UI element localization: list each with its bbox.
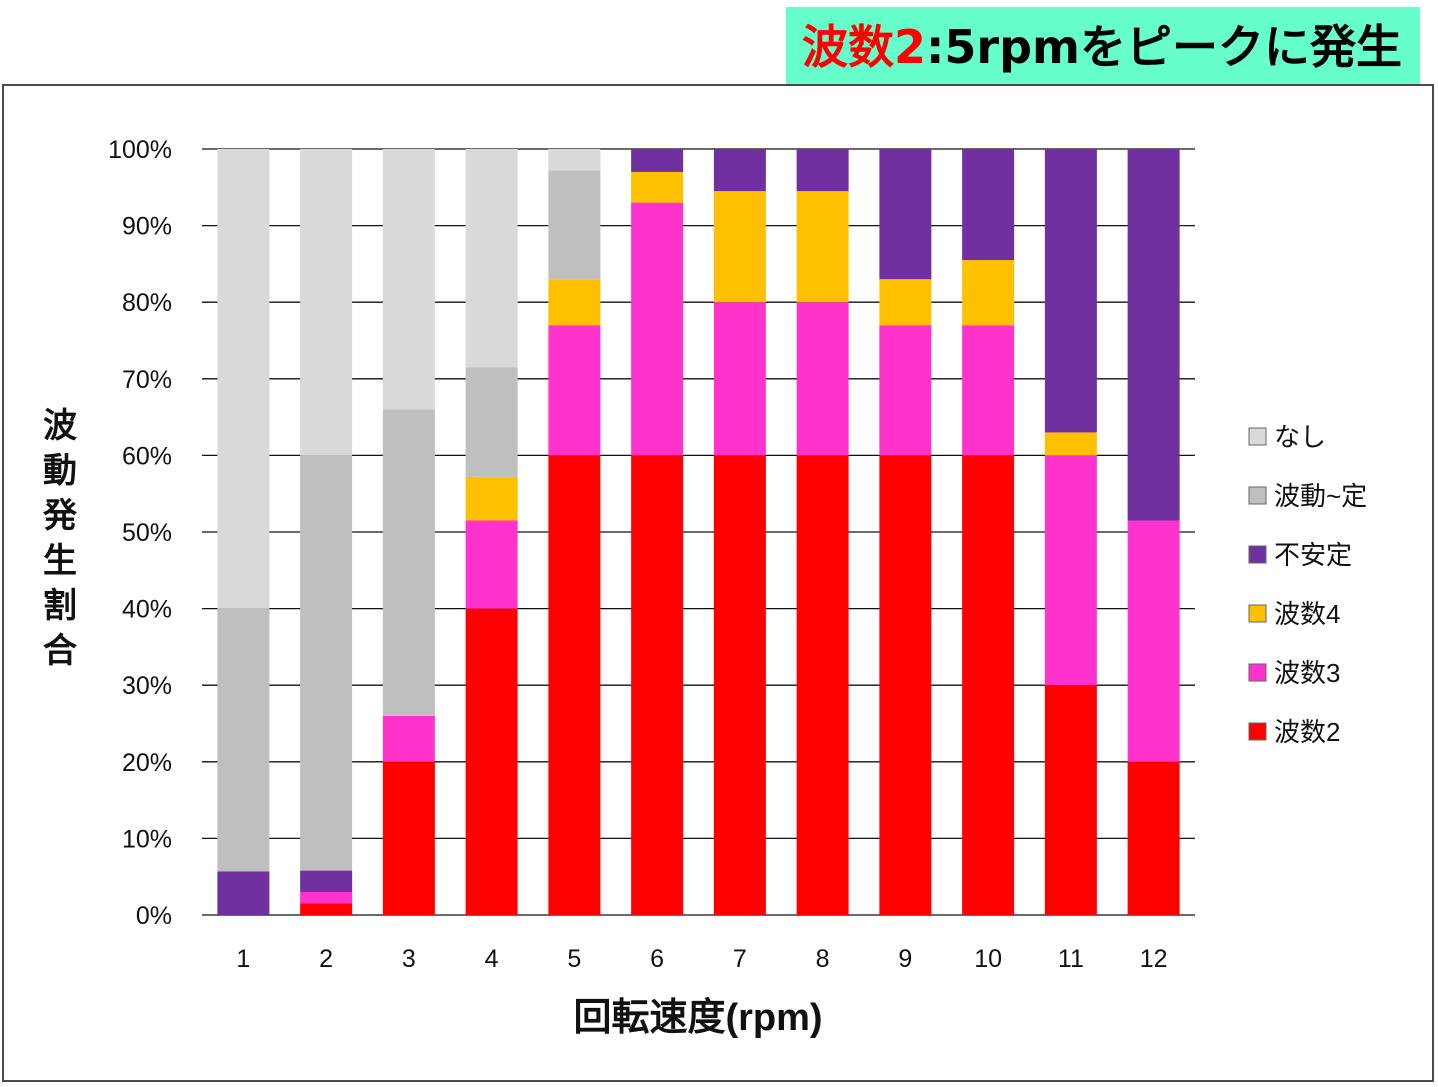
bar-segment---3	[382, 149, 435, 410]
banner-text: :5rpmをピークに発生	[926, 20, 1402, 74]
bar-segment---9	[879, 149, 932, 280]
x-tick-label: 3	[402, 945, 416, 973]
bar-segment---5	[548, 170, 601, 280]
bar-segment--4-7	[713, 191, 766, 303]
bar-segment--4-8	[796, 191, 849, 303]
y-tick-label: 40%	[122, 596, 172, 624]
bar-segment--3-5	[548, 325, 601, 456]
bar-segment---5	[548, 149, 601, 171]
legend-label: 波数3	[1274, 658, 1340, 688]
bar-segment---12	[1127, 149, 1180, 521]
bar-segment--2-10	[962, 455, 1015, 915]
bar-segment--3-2	[300, 892, 353, 904]
title-banner: 波数2:5rpmをピークに発生	[786, 7, 1420, 87]
x-tick-label: 8	[816, 945, 830, 973]
bar-segment---1	[217, 871, 270, 915]
y-axis-title-char: 動	[43, 452, 77, 490]
x-tick-label: 10	[974, 945, 1002, 973]
y-tick-label: 10%	[122, 825, 172, 853]
y-axis-title-char: 波	[43, 407, 77, 445]
bar-segment--2-3	[382, 761, 435, 915]
bar-segment--2-6	[631, 455, 684, 915]
legend-swatch--2	[1248, 722, 1267, 741]
y-axis-title-char: 合	[43, 632, 77, 670]
bar-segment--4-9	[879, 279, 932, 326]
bar-segment---2	[300, 455, 353, 871]
legend-swatch--3	[1248, 663, 1267, 682]
y-tick-label: 60%	[122, 442, 172, 470]
y-tick-label: 90%	[122, 213, 172, 241]
legend-label: 波数2	[1274, 717, 1340, 747]
bar-segment--2-9	[879, 455, 932, 915]
legend-swatch--	[1248, 545, 1267, 564]
bar-segment--3-11	[1044, 455, 1097, 686]
y-tick-label: 70%	[122, 366, 172, 394]
y-tick-label: 30%	[122, 672, 172, 700]
x-tick-label: 11	[1058, 945, 1084, 973]
bar-segment--3-8	[796, 302, 849, 456]
legend-label: 波動~定	[1274, 481, 1367, 511]
legend-swatch--	[1248, 427, 1267, 446]
x-tick-label: 6	[650, 945, 664, 973]
bar-segment--2-8	[796, 455, 849, 915]
bar-segment--3-12	[1127, 520, 1180, 762]
x-tick-label: 2	[319, 945, 333, 973]
y-tick-label: 100%	[108, 136, 172, 164]
bar-segment---10	[962, 149, 1015, 261]
x-tick-label: 4	[485, 945, 499, 973]
bar-segment---4	[465, 149, 518, 368]
x-tick-label: 9	[898, 945, 912, 973]
bar-segment--4-6	[631, 171, 684, 203]
bar-segment---3	[382, 409, 435, 716]
bar-segment---1	[217, 149, 270, 609]
bar-segment--2-5	[548, 455, 601, 915]
y-tick-label: 50%	[122, 519, 172, 547]
bar-segment--3-10	[962, 325, 1015, 456]
bar-segment--3-3	[382, 715, 435, 762]
legend-label: 波数4	[1274, 599, 1340, 629]
bar-segment--3-4	[465, 520, 518, 609]
bar-segment--2-7	[713, 455, 766, 915]
bar-segment--2-12	[1127, 761, 1180, 915]
y-axis-title-char: 発	[43, 497, 78, 535]
bar-segment---2	[300, 870, 353, 893]
bar-segment--4-10	[962, 260, 1015, 326]
bar-segment--2-11	[1044, 685, 1097, 915]
bar-segment---7	[713, 149, 766, 192]
x-tick-label: 7	[733, 945, 747, 973]
x-tick-label: 1	[236, 945, 250, 973]
bar-segment--3-9	[879, 325, 932, 456]
bar-segment---8	[796, 149, 849, 192]
y-axis-title-char: 生	[43, 542, 77, 580]
bar-segment---2	[300, 149, 353, 456]
bar-segment---11	[1044, 149, 1097, 433]
y-axis-title-char: 割	[43, 587, 77, 625]
bar-segment---6	[631, 149, 684, 172]
bar-segment--3-7	[713, 302, 766, 456]
banner-highlight: 波数2	[802, 20, 927, 74]
x-tick-label: 5	[567, 945, 581, 973]
bar-segment--4-5	[548, 279, 601, 326]
bar-segment--4-11	[1044, 432, 1097, 456]
legend-label: なし	[1274, 422, 1326, 452]
legend-label: 不安定	[1274, 540, 1352, 570]
bar-segment---1	[217, 608, 270, 872]
y-tick-label: 80%	[122, 289, 172, 317]
y-tick-label: 0%	[136, 902, 172, 930]
bar-segment--2-2	[300, 903, 353, 915]
bar-segment--2-4	[465, 608, 518, 915]
legend-swatch--	[1248, 486, 1267, 505]
legend-swatch--4	[1248, 604, 1267, 623]
x-tick-label: 12	[1140, 945, 1168, 973]
bar-segment--4-4	[465, 476, 518, 521]
bar-segment--3-6	[631, 202, 684, 456]
x-axis-title: 回転速度(rpm)	[573, 997, 822, 1039]
y-tick-label: 20%	[122, 749, 172, 777]
bar-segment---4	[465, 367, 518, 477]
